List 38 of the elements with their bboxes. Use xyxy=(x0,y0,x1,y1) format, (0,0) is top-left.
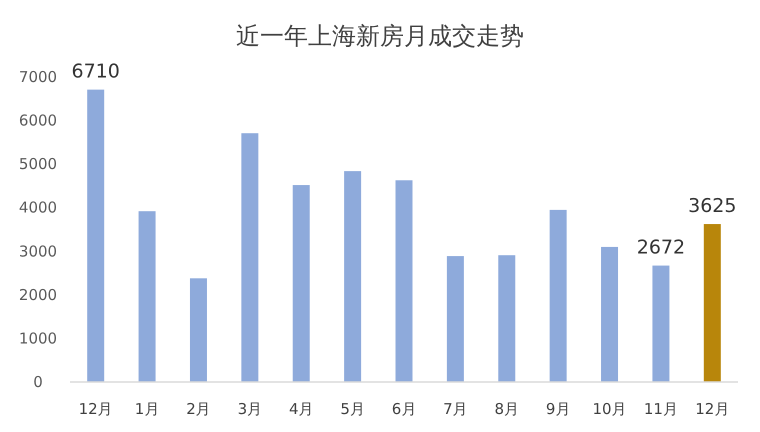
x-tick-label: 6月 xyxy=(392,400,416,418)
y-tick-label: 7000 xyxy=(18,68,58,86)
bar xyxy=(446,256,464,382)
x-tick-label: 10月 xyxy=(592,400,627,418)
x-tick-label: 2月 xyxy=(186,400,211,418)
y-tick-label: 4000 xyxy=(18,198,58,217)
bar xyxy=(498,255,516,382)
bar xyxy=(396,180,412,382)
chart-title: 近一年上海新房月成交走势 xyxy=(236,22,524,50)
bar xyxy=(601,246,618,382)
bar xyxy=(292,185,310,382)
bar xyxy=(190,278,207,382)
bar xyxy=(652,266,670,382)
x-tick-label: 4月 xyxy=(288,400,314,418)
data-label: 6710 xyxy=(72,60,120,83)
x-tick-label: 12月 xyxy=(695,400,730,418)
x-tick-label: 9月 xyxy=(546,400,570,418)
y-tick-label: 2000 xyxy=(18,286,58,304)
data-label: 2672 xyxy=(636,236,686,259)
bar xyxy=(241,133,258,382)
x-tick-label: 11月 xyxy=(644,400,678,418)
bar xyxy=(87,90,104,382)
bar xyxy=(704,224,721,382)
y-tick-label: 1000 xyxy=(18,329,58,348)
x-tick-label: 7月 xyxy=(443,400,468,418)
x-tick-label: 3月 xyxy=(238,400,262,418)
bar xyxy=(344,171,362,382)
y-tick-label: 6000 xyxy=(18,112,58,130)
y-tick-label: 0 xyxy=(33,373,43,391)
y-tick-label: 3000 xyxy=(18,242,58,260)
x-tick-label: 8月 xyxy=(494,400,520,418)
data-label: 3625 xyxy=(688,195,736,218)
x-tick-label: 5月 xyxy=(340,400,365,418)
y-tick-label: 5000 xyxy=(18,155,58,174)
bar xyxy=(138,211,156,382)
x-tick-label: 1月 xyxy=(134,400,160,418)
bar xyxy=(550,210,567,382)
x-tick-label: 12月 xyxy=(78,400,113,418)
